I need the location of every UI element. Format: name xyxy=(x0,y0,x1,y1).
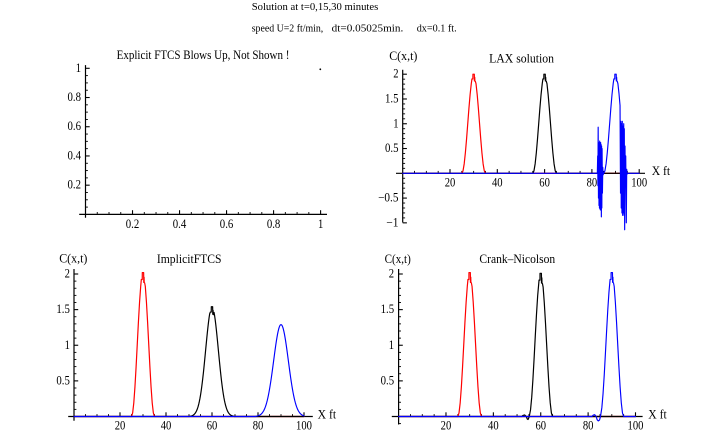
svg-text:0.5: 0.5 xyxy=(381,373,395,387)
svg-text:1: 1 xyxy=(318,217,323,231)
svg-text:C(x,t): C(x,t) xyxy=(59,252,87,266)
svg-text:C(x,t): C(x,t) xyxy=(389,49,417,63)
svg-text:20: 20 xyxy=(445,176,456,190)
svg-text:0.4: 0.4 xyxy=(68,148,82,162)
svg-text:0.8: 0.8 xyxy=(267,217,281,231)
svg-text:dt=0.05025min.: dt=0.05025min. xyxy=(332,23,404,35)
svg-text:100: 100 xyxy=(631,176,647,190)
svg-text:−1: −1 xyxy=(386,215,398,229)
svg-text:60: 60 xyxy=(539,176,550,190)
svg-text:Crank–Nicolson: Crank–Nicolson xyxy=(479,252,555,266)
svg-text:C(x,t): C(x,t) xyxy=(385,252,411,266)
svg-text:X ft: X ft xyxy=(648,407,667,421)
svg-text:20: 20 xyxy=(115,418,126,432)
svg-text:1: 1 xyxy=(389,338,394,352)
svg-text:2: 2 xyxy=(389,267,394,281)
svg-text:0.6: 0.6 xyxy=(68,119,82,133)
svg-text:X ft: X ft xyxy=(652,164,671,178)
svg-text:1.5: 1.5 xyxy=(381,302,395,316)
svg-text:−0.5: −0.5 xyxy=(378,191,398,205)
svg-text:Solution at t=0,15,30 minutes: Solution at t=0,15,30 minutes xyxy=(252,1,379,13)
svg-text:0.4: 0.4 xyxy=(173,217,187,231)
svg-text:60: 60 xyxy=(207,418,218,432)
svg-text:0.2: 0.2 xyxy=(68,178,82,192)
svg-text:speed U=2 ft/min,: speed U=2 ft/min, xyxy=(252,23,324,35)
svg-text:2: 2 xyxy=(65,267,70,281)
svg-text:40: 40 xyxy=(161,418,172,432)
svg-text:1: 1 xyxy=(65,338,70,352)
svg-text:1: 1 xyxy=(393,116,398,130)
svg-text:60: 60 xyxy=(535,418,546,432)
svg-text:80: 80 xyxy=(253,418,264,432)
svg-text:1.5: 1.5 xyxy=(385,91,399,105)
svg-text:40: 40 xyxy=(492,176,503,190)
svg-text:0.6: 0.6 xyxy=(220,217,234,231)
svg-text:LAX solution: LAX solution xyxy=(489,52,555,66)
svg-text:0.5: 0.5 xyxy=(385,141,399,155)
svg-text:20: 20 xyxy=(441,418,452,432)
svg-text:ImplicitFTCS: ImplicitFTCS xyxy=(157,252,222,266)
svg-text:2: 2 xyxy=(393,67,398,81)
svg-text:0.2: 0.2 xyxy=(126,217,140,231)
svg-text:80: 80 xyxy=(587,176,598,190)
svg-text:0.5: 0.5 xyxy=(56,373,70,387)
svg-text:100: 100 xyxy=(628,418,644,432)
svg-text:80: 80 xyxy=(583,418,594,432)
svg-text:X ft: X ft xyxy=(318,407,337,421)
svg-text:dx=0.1 ft.: dx=0.1 ft. xyxy=(417,23,457,35)
svg-text:1: 1 xyxy=(76,61,81,75)
svg-text:0.8: 0.8 xyxy=(68,90,82,104)
svg-text:Explicit FTCS Blows Up, Not Sh: Explicit FTCS Blows Up, Not Shown ! xyxy=(117,48,290,62)
svg-text:1.5: 1.5 xyxy=(56,302,70,316)
svg-text:40: 40 xyxy=(488,418,499,432)
svg-text:100: 100 xyxy=(296,418,312,432)
